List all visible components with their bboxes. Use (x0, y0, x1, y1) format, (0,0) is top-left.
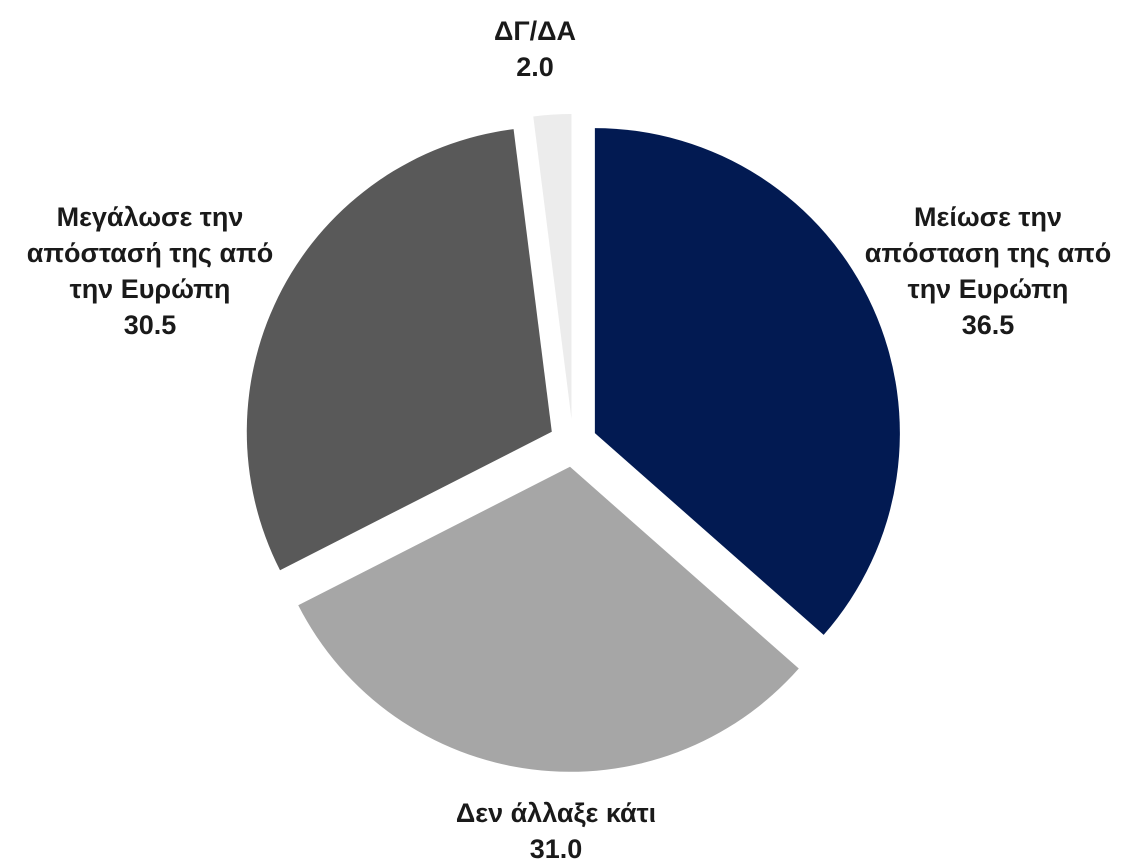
pie-slice-0 (594, 128, 900, 635)
slice-category-label: Μεγάλωσε την (57, 202, 244, 232)
slice-value-label: 36.5 (962, 310, 1015, 340)
slice-label-3: ΔΓ/ΔΑ 2.0 (494, 16, 576, 82)
pie-slices (246, 114, 900, 772)
slice-category-label: απόσταση της από (865, 238, 1111, 268)
slice-category-label: απόστασή της από (27, 238, 273, 268)
slice-label-0: Μείωσε την απόσταση της από την Ευρώπη 36.5 (865, 202, 1111, 340)
pie-labels: Μείωσε την απόσταση της από την Ευρώπη 36.5… (27, 16, 1111, 862)
slice-category-label: Μείωσε την (914, 202, 1062, 232)
slice-value-label: 2.0 (516, 52, 554, 82)
pie-slice-1 (298, 466, 799, 772)
slice-category-label: ΔΓ/ΔΑ (494, 16, 576, 46)
pie-slice-2 (246, 129, 552, 571)
slice-category-label: την Ευρώπη (908, 274, 1069, 304)
pie-slice-3 (533, 114, 572, 420)
slice-label-1: Δεν άλλαξε κάτι 31.0 (456, 798, 656, 862)
slice-category-label: την Ευρώπη (70, 274, 231, 304)
slice-category-label: Δεν άλλαξε κάτι (456, 798, 656, 828)
slice-value-label: 30.5 (124, 310, 177, 340)
slice-label-2: Μεγάλωσε την απόστασή της από την Ευρώπη 30… (27, 202, 273, 340)
slice-value-label: 31.0 (530, 834, 583, 862)
